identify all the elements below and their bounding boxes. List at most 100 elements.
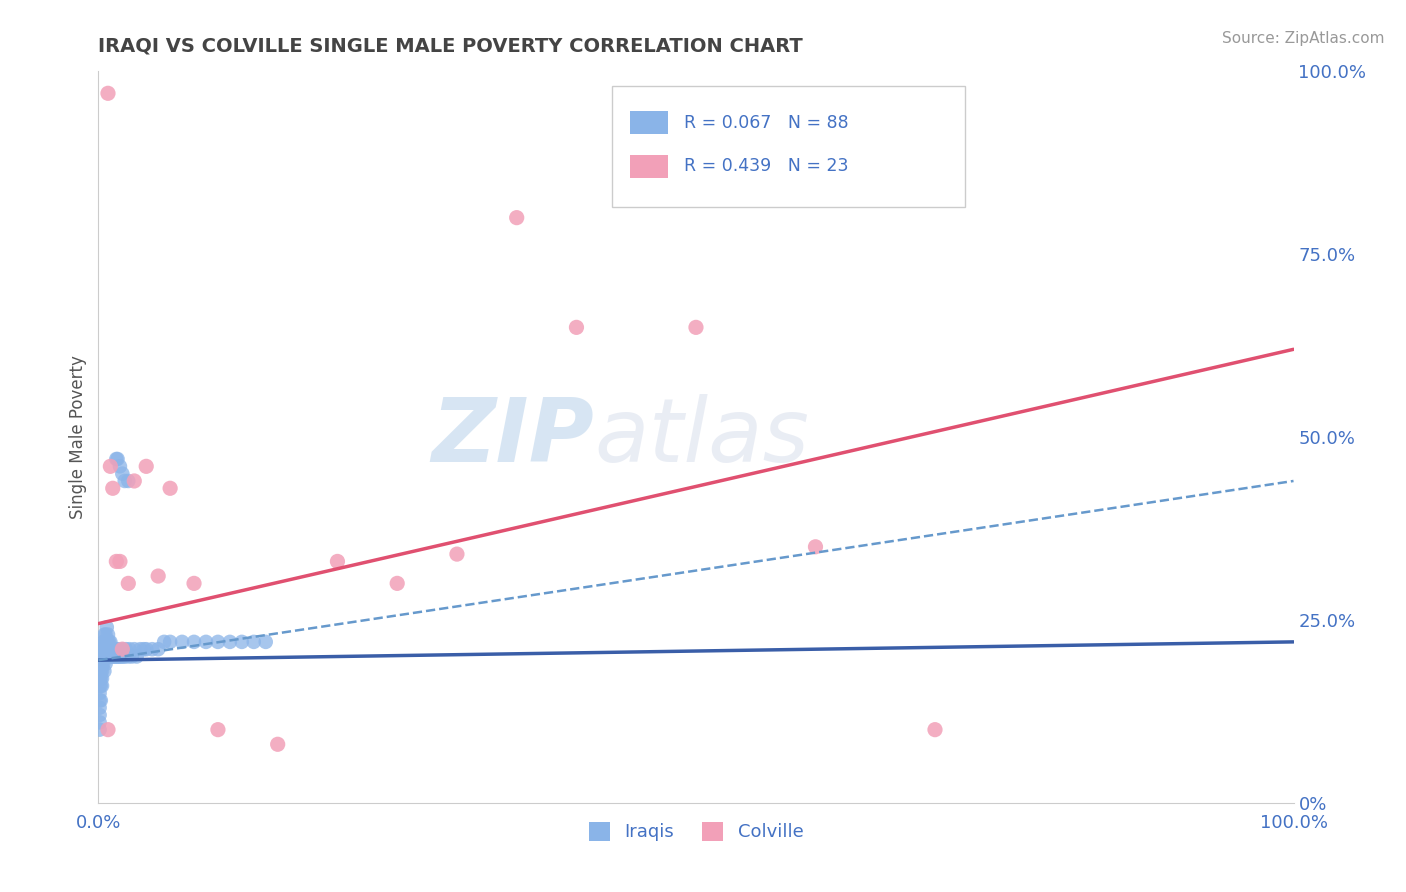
Point xyxy=(90,657,112,671)
Point xyxy=(108,649,131,664)
Point xyxy=(89,693,111,707)
Point xyxy=(385,576,409,591)
Point xyxy=(90,693,112,707)
Point xyxy=(93,635,115,649)
Point xyxy=(91,672,114,686)
Point xyxy=(129,642,152,657)
Point xyxy=(89,686,111,700)
Text: R = 0.067   N = 88: R = 0.067 N = 88 xyxy=(685,113,849,131)
Point xyxy=(89,723,111,737)
Point xyxy=(91,649,114,664)
Point xyxy=(110,649,132,664)
Point xyxy=(121,649,143,664)
Point xyxy=(105,649,128,664)
Point xyxy=(207,635,229,649)
Point xyxy=(105,554,128,568)
Point xyxy=(91,657,114,671)
Point xyxy=(111,642,134,657)
Point xyxy=(108,554,131,568)
Point xyxy=(141,642,163,657)
Point xyxy=(118,642,141,657)
Point xyxy=(924,723,946,737)
Point xyxy=(132,642,155,657)
Point xyxy=(135,642,157,657)
Point xyxy=(93,642,115,657)
Point xyxy=(125,649,148,664)
Point xyxy=(115,642,138,657)
Point xyxy=(89,672,111,686)
Legend: Iraqis, Colville: Iraqis, Colville xyxy=(581,814,811,848)
Point xyxy=(117,649,139,664)
Text: R = 0.439   N = 23: R = 0.439 N = 23 xyxy=(685,158,848,176)
Point xyxy=(98,642,122,657)
Point xyxy=(97,649,120,664)
Point xyxy=(117,474,139,488)
Point xyxy=(107,649,129,664)
Point xyxy=(267,737,290,751)
Point xyxy=(91,642,114,657)
Point xyxy=(107,649,129,664)
Point xyxy=(254,635,277,649)
Point xyxy=(326,554,349,568)
Point xyxy=(685,320,707,334)
Point xyxy=(100,642,122,657)
Point xyxy=(94,657,117,671)
Point xyxy=(96,635,118,649)
Point xyxy=(103,642,125,657)
FancyBboxPatch shape xyxy=(630,111,668,135)
Point xyxy=(114,474,136,488)
Point xyxy=(89,664,111,678)
Point xyxy=(105,452,128,467)
Point xyxy=(101,481,124,495)
Point xyxy=(90,679,112,693)
Point xyxy=(89,715,111,730)
Point xyxy=(195,635,218,649)
Point xyxy=(446,547,468,561)
Point xyxy=(111,467,134,481)
Point xyxy=(148,569,170,583)
Point xyxy=(89,708,111,723)
Point xyxy=(90,664,112,678)
Point xyxy=(94,635,117,649)
FancyBboxPatch shape xyxy=(630,154,668,178)
Point xyxy=(104,649,127,664)
Point xyxy=(159,481,181,495)
Text: IRAQI VS COLVILLE SINGLE MALE POVERTY CORRELATION CHART: IRAQI VS COLVILLE SINGLE MALE POVERTY CO… xyxy=(98,37,803,56)
Point xyxy=(565,320,588,334)
Point xyxy=(98,459,122,474)
Point xyxy=(506,211,529,225)
Point xyxy=(124,642,146,657)
Point xyxy=(91,635,114,649)
Point xyxy=(114,649,136,664)
Point xyxy=(89,679,111,693)
FancyBboxPatch shape xyxy=(613,86,965,207)
Point xyxy=(207,723,229,737)
Point xyxy=(183,576,205,591)
Point xyxy=(243,635,266,649)
Point xyxy=(96,649,118,664)
Point xyxy=(90,672,112,686)
Point xyxy=(153,635,176,649)
Point xyxy=(91,679,114,693)
Point xyxy=(135,459,157,474)
Point xyxy=(89,700,111,714)
Point xyxy=(96,620,118,634)
Point xyxy=(107,642,129,657)
Point xyxy=(172,635,194,649)
Point xyxy=(103,649,125,664)
Point xyxy=(219,635,242,649)
Point xyxy=(97,87,120,101)
Text: Source: ZipAtlas.com: Source: ZipAtlas.com xyxy=(1222,31,1385,46)
Point xyxy=(97,723,120,737)
Point xyxy=(98,635,122,649)
Point xyxy=(183,635,205,649)
Point xyxy=(148,642,170,657)
Point xyxy=(98,649,122,664)
Point xyxy=(93,627,115,641)
Point xyxy=(98,635,121,649)
Point xyxy=(108,459,131,474)
Point xyxy=(100,649,122,664)
Point xyxy=(112,649,135,664)
Point xyxy=(91,649,114,664)
Point xyxy=(231,635,253,649)
